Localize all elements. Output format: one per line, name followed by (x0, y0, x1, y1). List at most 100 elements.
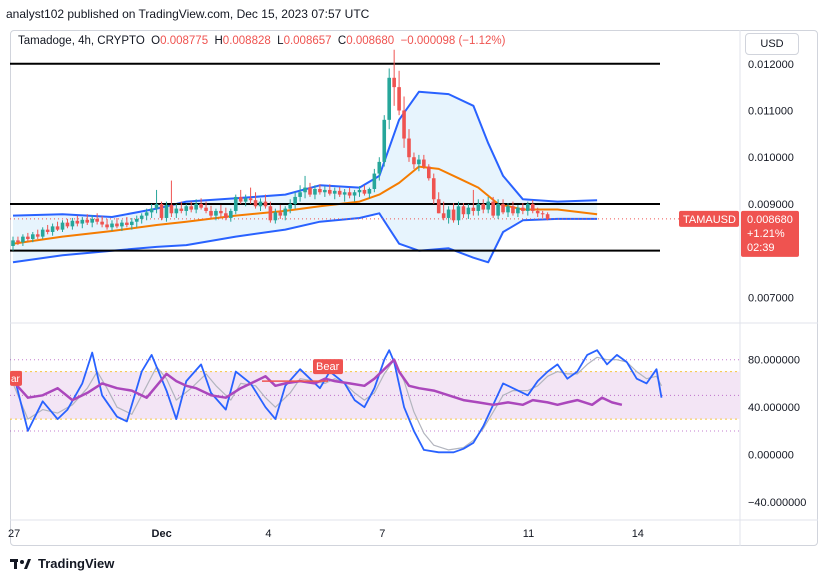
tradingview-logo-icon (10, 558, 31, 569)
candle-body (100, 221, 104, 225)
candle (298, 185, 302, 202)
candle-body (55, 226, 60, 230)
candle (199, 198, 203, 210)
candle (189, 201, 193, 213)
candle (461, 203, 466, 218)
candle-body (397, 87, 401, 111)
candle-body (526, 203, 530, 211)
candle-body (204, 207, 208, 211)
candle (164, 201, 169, 222)
candle-body (367, 188, 372, 194)
candle-body (313, 188, 317, 195)
candle-body (451, 209, 456, 221)
candle (139, 213, 144, 224)
candle-body (144, 212, 149, 216)
candle-body (486, 201, 490, 210)
candle-body (149, 208, 154, 213)
candle (540, 210, 545, 218)
candle (169, 180, 174, 218)
candle (402, 96, 406, 148)
candle-body (248, 198, 253, 201)
candle-body (377, 161, 382, 174)
candle-body (50, 226, 55, 232)
candle (31, 231, 35, 243)
candle-body (238, 196, 243, 202)
candle-body (466, 207, 471, 215)
candle-body (194, 203, 198, 210)
candle (85, 214, 90, 225)
candle-body (85, 219, 90, 223)
candle (144, 208, 149, 221)
candle-body (115, 223, 119, 227)
candle-body (427, 166, 431, 179)
currency-button[interactable]: USD (745, 33, 799, 55)
candle (60, 220, 65, 232)
candle (65, 218, 70, 229)
candle (293, 192, 297, 209)
candle (545, 212, 550, 221)
candle-body (105, 224, 109, 228)
candle-body (417, 159, 421, 165)
bear-label-box (313, 359, 343, 375)
candle (95, 213, 99, 225)
candle (154, 189, 159, 214)
candle (535, 207, 540, 218)
candle (362, 185, 367, 196)
candle (115, 217, 119, 229)
osc-tick-label: 40.000000 (748, 402, 800, 414)
candle (431, 173, 436, 204)
candle (179, 201, 184, 214)
candle-body (387, 77, 391, 120)
candle (21, 234, 25, 246)
candle (377, 157, 382, 181)
candle-body (154, 203, 159, 209)
high-value: 0.008828 (222, 35, 271, 47)
candle (417, 154, 421, 172)
candle-body (278, 212, 283, 216)
candle (75, 215, 80, 227)
bear-label-left: ar (11, 374, 21, 385)
candle (342, 188, 347, 202)
candle (209, 205, 213, 218)
candle-body (446, 209, 451, 218)
candle (253, 192, 258, 209)
low-value: 0.008657 (283, 35, 332, 47)
candle (100, 216, 104, 228)
candle (238, 189, 243, 204)
candle-body (75, 220, 80, 224)
candle (149, 203, 154, 218)
candle-body (268, 206, 273, 221)
candle-body (40, 229, 45, 237)
candle (80, 217, 85, 229)
candle-body (130, 221, 134, 225)
candle (288, 199, 292, 214)
candle (233, 194, 238, 215)
candle-body (298, 192, 302, 197)
bollinger-lower-line (12, 212, 598, 264)
candle-body (491, 201, 495, 216)
candle-body (199, 203, 203, 208)
candle (40, 227, 45, 239)
candle-body (263, 201, 268, 207)
candle-body (11, 240, 15, 246)
candle-body (288, 203, 292, 209)
price-tick-label: 0.011000 (748, 105, 793, 117)
price-tick-label: 0.007000 (748, 292, 794, 304)
candle (412, 152, 416, 169)
candle-body (530, 203, 535, 211)
tradingview-brand[interactable]: TradingView (10, 556, 114, 571)
candle (530, 200, 535, 214)
candle (130, 217, 134, 230)
candle (481, 199, 486, 214)
candle (219, 204, 223, 218)
close-value: 0.008680 (346, 35, 395, 47)
candle (332, 187, 337, 200)
price-badge-countdown: 02:39 (747, 242, 775, 254)
candle-body (31, 234, 35, 239)
candle (214, 208, 218, 221)
price-badge-value: 0.008680 (747, 214, 793, 226)
candle (496, 199, 500, 219)
candle (229, 208, 233, 222)
candle-body (258, 201, 263, 207)
